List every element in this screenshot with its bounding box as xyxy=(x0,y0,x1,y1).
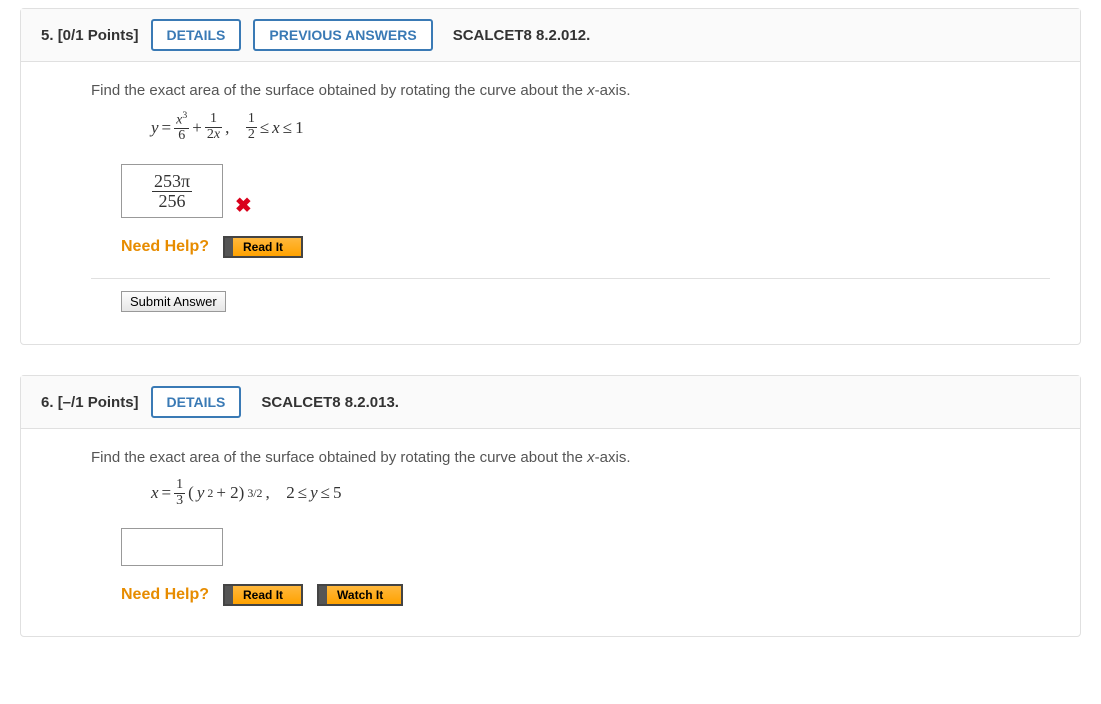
equation: y = x3 6 + 1 2x , 1 2 ≤ x xyxy=(151,111,1050,144)
question-header: 6. [–/1 Points] DETAILS SCALCET8 8.2.013… xyxy=(21,376,1080,429)
answer-input[interactable]: 253π 256 xyxy=(121,164,223,218)
read-it-button[interactable]: Read It xyxy=(223,236,303,258)
question-6: 6. [–/1 Points] DETAILS SCALCET8 8.2.013… xyxy=(20,375,1081,637)
question-5: 5. [0/1 Points] DETAILS PREVIOUS ANSWERS… xyxy=(20,8,1081,345)
question-number: 5. [0/1 Points] xyxy=(41,27,139,44)
answer-input[interactable] xyxy=(121,528,223,566)
source-label: SCALCET8 8.2.012. xyxy=(453,27,591,44)
submit-answer-button[interactable]: Submit Answer xyxy=(121,291,226,312)
submit-area: Submit Answer xyxy=(91,278,1050,324)
need-help-row: Need Help? Read It Watch It xyxy=(121,584,1050,606)
question-prompt: Find the exact area of the surface obtai… xyxy=(91,82,1050,99)
need-help-label: Need Help? xyxy=(121,238,209,256)
source-label: SCALCET8 8.2.013. xyxy=(261,394,399,411)
question-header: 5. [0/1 Points] DETAILS PREVIOUS ANSWERS… xyxy=(21,9,1080,62)
need-help-label: Need Help? xyxy=(121,586,209,604)
answer-row xyxy=(121,528,1050,566)
details-button[interactable]: DETAILS xyxy=(151,19,242,51)
question-body: Find the exact area of the surface obtai… xyxy=(21,62,1080,344)
details-button[interactable]: DETAILS xyxy=(151,386,242,418)
read-it-button[interactable]: Read It xyxy=(223,584,303,606)
need-help-row: Need Help? Read It xyxy=(121,236,1050,258)
wrong-icon: ✖ xyxy=(235,193,252,218)
answer-row: 253π 256 ✖ xyxy=(121,164,1050,218)
previous-answers-button[interactable]: PREVIOUS ANSWERS xyxy=(253,19,432,51)
watch-it-button[interactable]: Watch It xyxy=(317,584,403,606)
question-prompt: Find the exact area of the surface obtai… xyxy=(91,449,1050,466)
question-body: Find the exact area of the surface obtai… xyxy=(21,429,1080,636)
question-number: 6. [–/1 Points] xyxy=(41,394,139,411)
equation: x = 1 3 (y2 + 2)3/2, 2 ≤ y ≤ 5 xyxy=(151,478,1050,508)
